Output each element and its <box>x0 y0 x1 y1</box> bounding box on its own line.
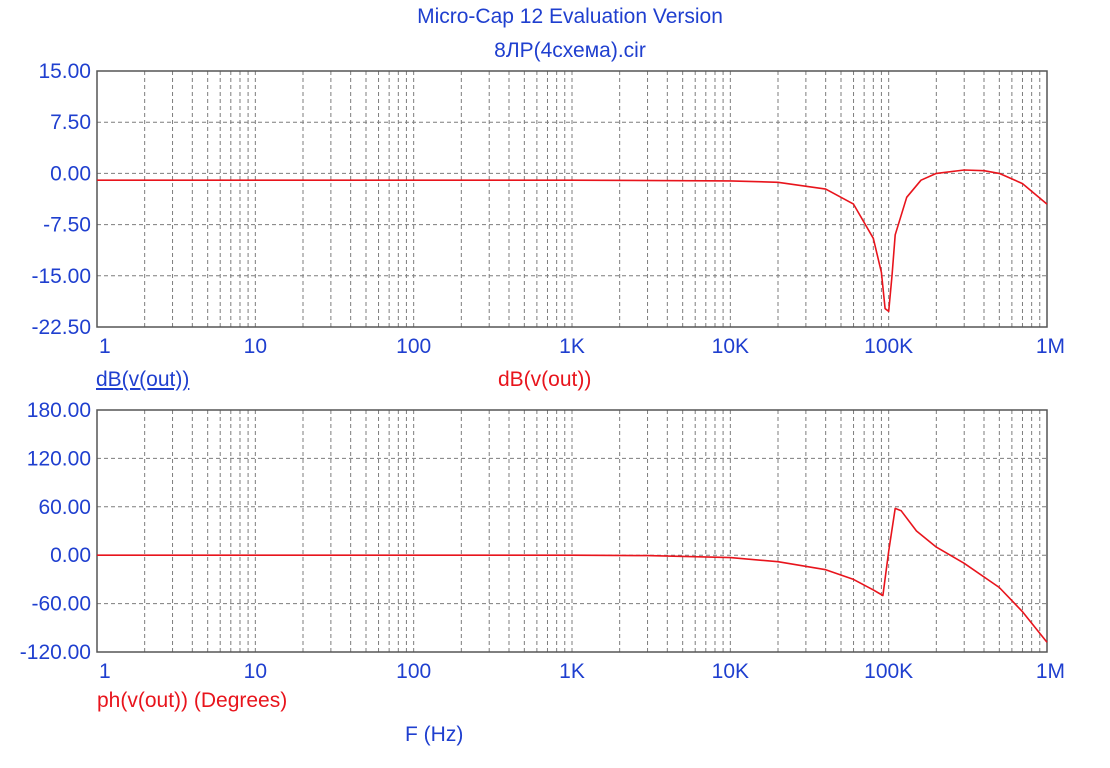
phase-trace-label: ph(v(out)) (Degrees) <box>97 689 288 712</box>
mag-y-tick-label: -22.50 <box>31 316 91 339</box>
mag-x-tick-label: 1K <box>559 335 585 358</box>
mag-frame <box>96 70 1048 328</box>
phase-x-tick-label: 1K <box>559 660 585 683</box>
mag-y-tick-label: 0.00 <box>50 162 91 185</box>
mag-y-tick-label: -15.00 <box>31 265 91 288</box>
magnitude-trace-label: dB(v(out)) <box>498 368 592 391</box>
mag-y-tick-label: -7.50 <box>43 214 91 237</box>
phase-y-tick-label: 180.00 <box>27 399 91 422</box>
magnitude-plot: 15.00 7.50 0.00 -7.50 -15.00 -22.50 1 10 100 1K 10… <box>31 60 1065 358</box>
phase-x-tick-label: 100K <box>864 660 913 683</box>
mag-x-tick-label: 100K <box>864 335 913 358</box>
chart-subtitle: 8ЛР(4схема).cir <box>494 39 646 62</box>
mag-y-tick-label: 7.50 <box>50 111 91 134</box>
x-axis-label: F (Hz) <box>405 723 464 746</box>
mag-trace <box>97 169 1048 313</box>
chart-title: Micro-Cap 12 Evaluation Version <box>417 5 723 28</box>
magnitude-axis-label[interactable]: dB(v(out)) <box>96 368 190 391</box>
phase-x-tick-label: 100 <box>396 660 431 683</box>
phase-y-tick-label: 60.00 <box>38 496 91 519</box>
phase-x-tick-label: 1M <box>1036 660 1065 683</box>
phase-y-tick-label: -120.00 <box>20 641 91 664</box>
phase-y-tick-label: 0.00 <box>50 544 91 567</box>
mag-x-tick-label: 10K <box>712 335 749 358</box>
mag-x-tick-label: 10 <box>244 335 267 358</box>
phase-y-tick-label: 120.00 <box>27 447 91 470</box>
phase-x-tick-label: 10 <box>244 660 267 683</box>
phase-frame <box>96 409 1048 653</box>
mag-x-tick-label: 1M <box>1036 335 1065 358</box>
mag-x-tick-label: 100 <box>396 335 431 358</box>
phase-trace <box>97 507 1048 643</box>
phase-y-tick-label: -60.00 <box>31 593 91 616</box>
phase-plot: 180.00 120.00 60.00 0.00 -60.00 -120.00 1 10 100… <box>20 399 1065 683</box>
mag-x-tick-label: 1 <box>99 335 111 358</box>
mag-y-tick-label: 15.00 <box>38 60 91 83</box>
phase-x-tick-label: 1 <box>99 660 111 683</box>
phase-x-tick-label: 10K <box>712 660 749 683</box>
